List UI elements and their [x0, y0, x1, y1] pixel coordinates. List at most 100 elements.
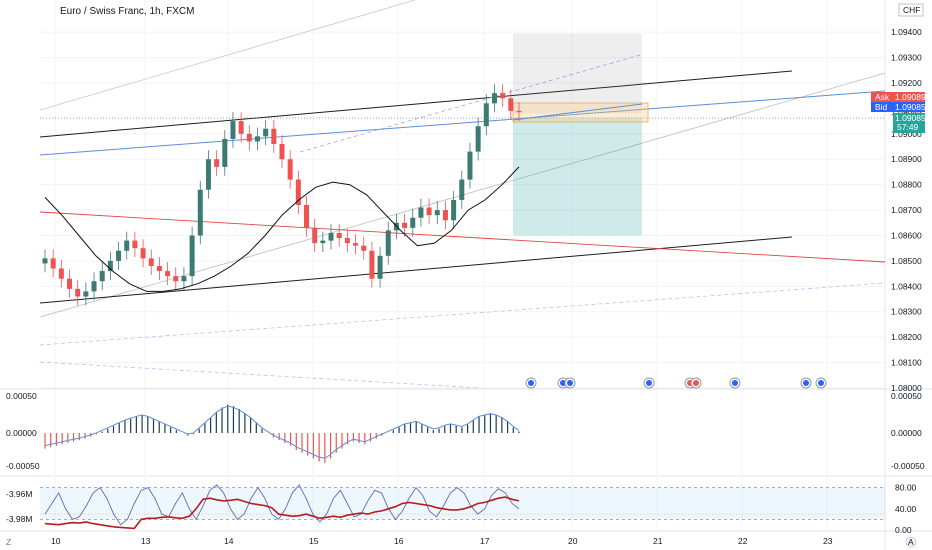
candle-body [271, 128, 277, 144]
candle-body [516, 110, 522, 113]
candle-body [304, 204, 310, 228]
bid-value-tag [893, 102, 925, 112]
candle-body [75, 288, 81, 297]
x-tick-label: 21 [653, 536, 663, 546]
event-markers[interactable] [525, 377, 827, 389]
histogram-left-label: 0.00000 [6, 428, 37, 438]
event-marker-dot [567, 380, 573, 386]
histogram-signal-line [44, 405, 520, 459]
oscillator-right-label: 0.00 [895, 525, 912, 535]
oscillator-band [40, 487, 885, 520]
oscillator-right-label: 80.00 [895, 483, 917, 493]
candle-body [230, 121, 236, 139]
histogram-right-label: 0.00000 [891, 428, 922, 438]
candle-body [491, 93, 497, 104]
y-tick-label: 1.08300 [891, 307, 922, 317]
candle-body [426, 207, 432, 216]
candle-body [107, 260, 113, 272]
candle-body [467, 151, 473, 180]
candle-body [434, 210, 440, 216]
candle-body [205, 159, 211, 190]
bar-countdown: 57:49 [897, 122, 919, 132]
event-marker-dot [528, 380, 534, 386]
candle-body [475, 126, 481, 152]
ask-value-tag [893, 92, 925, 102]
oscillator-left-label: -3.98M [6, 514, 32, 524]
dashed-blue-bottom [39, 361, 481, 389]
candle-body [353, 243, 359, 246]
candle-body [140, 248, 146, 259]
last-price-tag [893, 113, 925, 133]
histogram-right-label: -0.00050 [891, 461, 925, 471]
candle-body [279, 143, 285, 160]
channel-top-gray [39, 0, 416, 111]
candle-body [132, 240, 138, 249]
oscillator-left-label: -3.96M [6, 489, 32, 499]
candle-body [361, 245, 367, 251]
histogram-right-label: 0.00050 [891, 391, 922, 401]
candle-body [295, 179, 301, 205]
candle-body [336, 232, 342, 239]
chart-title: Euro / Swiss Franc, 1h, FXCM [60, 6, 194, 17]
candle-body [189, 235, 195, 277]
candle-body [124, 240, 130, 251]
candle-body [344, 238, 350, 244]
x-tick-label: 15 [309, 536, 319, 546]
candle-body [148, 258, 154, 266]
bid-tag [871, 102, 893, 112]
candle-body [500, 93, 506, 99]
currency-box[interactable] [898, 3, 924, 17]
auto-scale-button[interactable] [905, 536, 917, 548]
y-tick-label: 1.09000 [891, 129, 922, 139]
candle-body [42, 258, 48, 264]
histogram-pane [44, 404, 520, 463]
y-tick-label: 1.09400 [891, 27, 922, 37]
candle-body [483, 103, 489, 127]
y-tick-label: 1.08100 [891, 358, 922, 368]
moving-average-line [44, 166, 520, 292]
candle-body [156, 265, 162, 272]
red-trend [39, 211, 886, 263]
candle-body [508, 98, 514, 111]
y-tick-label: 1.09200 [891, 78, 922, 88]
ask-tag [871, 92, 893, 102]
axes: 10 13 14 15 16 17 20 21 22 23 1.09400 1.09300 1.0920… [6, 27, 925, 546]
candle-body [238, 121, 244, 134]
event-marker-dot [732, 380, 738, 386]
entry-line [512, 103, 643, 121]
candle-body [459, 179, 465, 200]
y-tick-label: 1.08700 [891, 205, 922, 215]
position-tool[interactable] [512, 33, 649, 236]
candle-body [58, 268, 64, 279]
candle-body [328, 232, 334, 241]
candles [42, 84, 522, 306]
candle-body [181, 276, 187, 282]
y-tick-label: 1.08200 [891, 332, 922, 342]
candle-body [222, 138, 228, 167]
y-tick-label: 1.08600 [891, 230, 922, 240]
candle-body [377, 255, 383, 279]
event-marker-dot [693, 380, 699, 386]
candle-body [369, 250, 375, 279]
x-tick-label: 17 [480, 536, 490, 546]
currency-label: CHF [903, 5, 920, 15]
zoom-icon[interactable]: Z [6, 537, 11, 547]
y-tick-label: 1.09085 [891, 107, 922, 117]
event-marker-dot [560, 380, 566, 386]
target-zone [513, 117, 642, 236]
candle-body [50, 258, 56, 269]
candle-body [320, 240, 326, 244]
histogram-left-label: 0.00050 [6, 391, 37, 401]
event-marker-dot [818, 380, 824, 386]
y-tick-label: 1.08500 [891, 256, 922, 266]
x-tick-label: 14 [224, 536, 234, 546]
x-tick-label: 20 [568, 536, 578, 546]
x-tick-label: 23 [823, 536, 833, 546]
y-tick-label: 1.08400 [891, 281, 922, 291]
blue-trend [39, 90, 886, 156]
candle-body [287, 159, 293, 180]
auto-scale-icon: A [908, 537, 914, 547]
